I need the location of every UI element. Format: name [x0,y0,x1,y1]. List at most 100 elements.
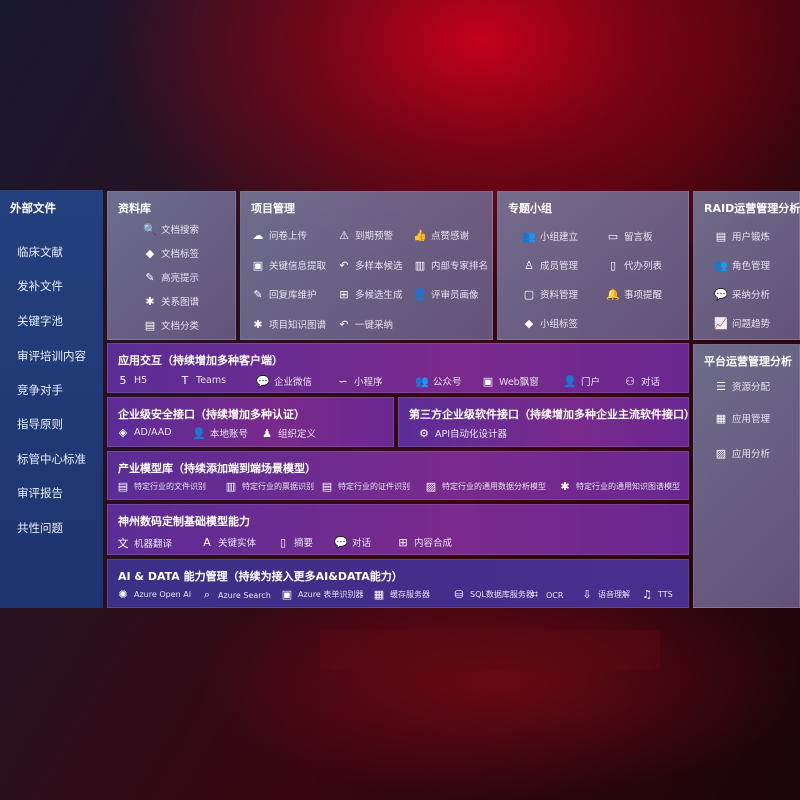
panel-item[interactable]: ♟ 组织定义 [260,426,316,441]
panel-item[interactable]: ▣ 关键信息提取 [251,258,326,273]
panel-item[interactable]: 👥 小组建立 [522,229,578,244]
panel-item[interactable]: ∽ 小程序 [336,374,382,389]
sidebar-item[interactable]: 竞争对手 [17,383,63,397]
ocr-icon: ⌗ [531,588,539,601]
panel-item[interactable]: ▤ 用户锻炼 [714,229,770,244]
panel-item[interactable]: ▣ Web飘窗 [481,374,539,389]
panel-item[interactable]: ▦ 缓存服务器 [372,588,430,601]
panel-item[interactable]: ✺ Azure Open AI [116,588,191,601]
folder-icon: ▢ [523,287,535,301]
item-label: 文档分类 [161,321,200,332]
panel-platform: 平台运营管理分析 ☰ 资源分配 ▦ 应用管理 ▨ 应用分析 [693,344,800,608]
item-label: 文档搜索 [161,225,200,236]
panel-item[interactable]: ▢ 资料管理 [522,287,578,302]
panel-item[interactable]: ☁ 问卷上传 [251,228,308,243]
panel-item[interactable]: 5 H5 [116,374,148,387]
panel-item[interactable]: ✱ 项目知识图谱 [251,317,326,332]
mini-program-icon: ∽ [338,374,348,388]
item-label: 特定行业的票据识别 [242,482,314,491]
sidebar-item[interactable]: 标管中心标准 [17,452,86,466]
panel-item[interactable]: ✱ 特定行业的通用知识图谱模型 [558,480,680,493]
trend-icon: 📈 [714,316,728,330]
panel-item[interactable]: ▨ 应用分析 [714,446,770,461]
panel-item[interactable]: 💬 企业微信 [256,374,312,389]
item-label: 关系图谱 [161,297,200,308]
panel-item[interactable]: ▣ Azure 表单识别器 [280,588,364,601]
sidebar-item[interactable]: 审评培训内容 [17,349,86,363]
panel-item[interactable]: 💬 采纳分析 [714,287,770,302]
panel-title: 项目管理 [251,202,295,215]
panel-item[interactable]: ◆ 小组标签 [522,316,579,331]
clipboard-icon: ▯ [609,258,617,272]
panel-item[interactable]: ◈ AD/AAD [116,426,172,439]
item-label: 特定行业的通用数据分析模型 [442,482,546,491]
sidebar-item[interactable]: 审评报告 [17,486,63,500]
panel-item[interactable]: ⛁ SQL数据库服务器 [452,588,533,601]
panel-item[interactable]: ⇩ 语音理解 [580,588,630,601]
panel-item[interactable]: 👥 公众号 [415,374,461,389]
panel-item[interactable]: ✎ 回复库维护 [251,287,316,302]
wechat-work-icon: 💬 [256,374,270,388]
sidebar-item[interactable]: 关键字池 [17,314,63,328]
item-label: 小组标签 [540,319,579,330]
panel-item[interactable]: 💬 对话 [334,535,371,550]
sidebar-item[interactable]: 指导原则 [17,417,63,431]
panel-thirdparty: 第三方企业级软件接口（持续增加多种企业主流软件接口） ⚙ API自动化设计器 [398,397,695,447]
panel-title: 产业模型库（持续添加端到端场景模型） [118,462,316,475]
panel-item[interactable]: ↶ 多样本候选 [337,258,402,273]
cloud-upload-icon: ☁ [252,228,264,242]
panel-item[interactable]: ♙ 成员管理 [522,258,579,273]
sidebar-item[interactable]: 共性问题 [17,521,63,535]
panel-item[interactable]: ⌕ Azure Search [200,588,271,602]
panel-item[interactable]: ▯ 代办列表 [606,258,663,273]
item-label: 角色管理 [732,261,771,272]
database-icon: ⛁ [454,588,464,601]
panel-item[interactable]: ▭ 留言板 [606,229,653,244]
reply-icon: ↶ [339,258,349,272]
sidebar-item[interactable]: 临床文献 [17,245,63,259]
panel-item[interactable]: 👤 本地账号 [192,426,248,441]
item-label: 代办列表 [624,261,663,272]
panel-item[interactable]: ▨ 特定行业的通用数据分析模型 [424,480,546,493]
panel-item[interactable]: ⚠ 到期预警 [337,228,393,243]
panel-item[interactable]: 👤 门户 [563,374,600,389]
panel-item[interactable]: ▤ 文档分类 [143,318,200,333]
panel-item[interactable]: ⚇ 对话 [623,374,660,389]
panel-item[interactable]: 🔔 事项提醒 [606,287,662,302]
panel-item[interactable]: A 关键实体 [200,535,256,550]
group-icon: 👥 [415,374,429,388]
item-label: 缓存服务器 [390,590,430,599]
html5-icon: 5 [119,374,127,387]
panel-item[interactable]: ▤ 特定行业的文件识别 [116,480,206,493]
panel-item[interactable]: ▥ 特定行业的票据识别 [224,480,314,493]
translate-icon: 文 [117,537,129,550]
panel-item[interactable]: ⚙ API自动化设计器 [417,426,507,441]
panel-item[interactable]: 文机器翻译 [116,535,173,551]
panel-item[interactable]: ▦ 应用管理 [714,411,770,426]
panel-item[interactable]: ✱ 关系图谱 [143,294,200,309]
item-label: 高亮提示 [161,273,200,284]
item-label: 成员管理 [540,261,579,272]
puzzle-icon: ⊞ [398,535,408,549]
panel-item[interactable]: ↶ 一键采纳 [337,317,393,332]
panel-item[interactable]: ◆ 文档标签 [143,246,199,261]
panel-item[interactable]: ⊞ 多候选生成 [337,287,402,302]
panel-item[interactable]: ♫ TTS [640,588,673,601]
panel-item[interactable]: ✎ 高亮提示 [143,270,200,285]
panel-item[interactable]: ⊞ 内容合成 [396,535,452,550]
panel-item[interactable]: 👤 评审员画像 [413,287,478,302]
panel-item[interactable]: 👥 角色管理 [714,258,771,273]
document-search-icon: 🔍 [143,222,157,236]
panel-item[interactable]: ▯ 摘要 [276,535,313,550]
panel-item[interactable]: 📈 问题趋势 [714,316,770,331]
sidebar-item[interactable]: 发补文件 [17,279,63,293]
panel-item[interactable]: ☰ 资源分配 [714,379,770,394]
panel-security: 企业级安全接口（持续增加多种认证） ◈ AD/AAD 👤 本地账号 ♟ 组织定义 [107,397,394,447]
panel-item[interactable]: T Teams [178,374,226,387]
alarm-icon: ⚠ [339,228,349,242]
panel-item[interactable]: 🔍 文档搜索 [143,222,200,237]
panel-item[interactable]: ▥ 内部专家排名 [413,258,488,273]
panel-item[interactable]: ▤ 特定行业的证件识别 [320,480,410,493]
panel-item[interactable]: 👍 点赞感谢 [413,228,469,243]
panel-item[interactable]: ⌗ OCR [528,588,564,602]
